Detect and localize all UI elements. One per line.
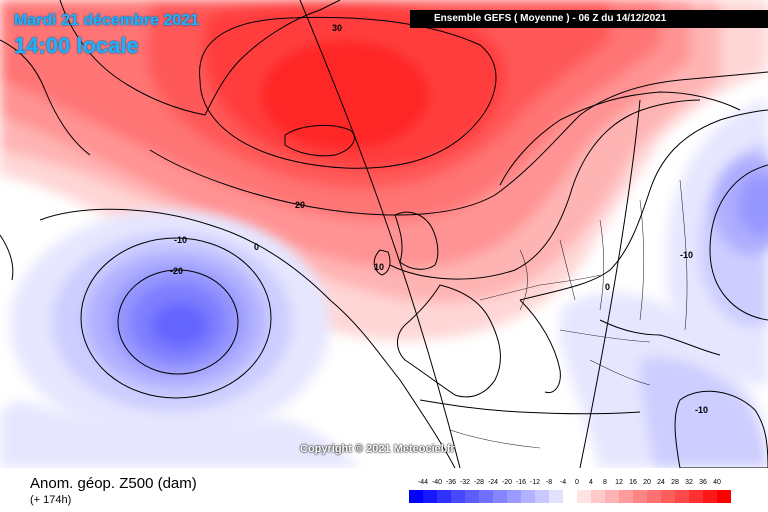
iberia-france-coast [397, 284, 501, 398]
scale-tick-label: -32 [459, 479, 471, 486]
scale-tick-label: -4 [559, 479, 567, 486]
canada-arctic-coast [0, 39, 91, 156]
contour-label-30: 30 [332, 23, 342, 33]
scale-tick-label: 12 [615, 479, 623, 486]
eastern-negative-anomaly [666, 100, 768, 385]
color-scale-ticks: -44 -40 -36 -32 -28 -24 -20 -16 -12 -8 -4 0 4 8 12 16 20… [409, 479, 749, 489]
scale-swatch [423, 490, 437, 503]
contour-20 [149, 71, 768, 216]
scale-tick-label: 8 [603, 479, 607, 486]
meridian-west [299, 0, 461, 468]
contour-10 [389, 99, 701, 280]
scale-swatch [535, 490, 549, 503]
scale-swatch [619, 490, 633, 503]
scale-swatch [479, 490, 493, 503]
scale-swatch [563, 490, 577, 503]
greenland-coast [59, 0, 341, 116]
scale-tick-label: 24 [657, 479, 665, 486]
scale-tick-label: -24 [487, 479, 499, 486]
scale-tick-label: 16 [629, 479, 637, 486]
scale-swatch [451, 490, 465, 503]
contour-0-east [519, 109, 768, 301]
scale-tick-label: -36 [445, 479, 457, 486]
scale-tick-label: 32 [685, 479, 693, 486]
contour-minus20-atlantic [117, 269, 239, 375]
contour-label-0-europe: 0 [605, 282, 610, 292]
ireland-coast [373, 249, 391, 276]
contour-label-group: 30 20 10 0 -10 -20 -10 -10 0 [170, 23, 708, 415]
scale-swatch [633, 490, 647, 503]
scale-swatch [465, 490, 479, 503]
scale-tick-label: -12 [529, 479, 541, 486]
forecast-date: Mardi 21 décembre 2021 [14, 12, 199, 29]
contour-label-minus10-southeast: -10 [695, 405, 708, 415]
scale-tick-label: 4 [589, 479, 593, 486]
color-scale-bar [409, 490, 731, 503]
north-africa-coast [419, 399, 641, 415]
labrador-coast [0, 234, 14, 281]
scale-swatch [689, 490, 703, 503]
copyright-notice: Copyright © 2021 Meteociel.fr [300, 443, 455, 455]
scale-swatch [703, 490, 717, 503]
italy-coast [519, 299, 561, 394]
scandinavia-coast [499, 91, 741, 186]
lead-time-label: (+ 174h) [30, 494, 72, 506]
scale-tick-label: 40 [713, 479, 721, 486]
model-run-header: Ensemble GEFS ( Moyenne ) - 06 Z du 14/1… [410, 10, 768, 28]
meridian-east [579, 99, 641, 468]
contour-label-0: 0 [254, 242, 259, 252]
variable-label: Anom. géop. Z500 (dam) [30, 475, 197, 492]
scale-swatch [493, 490, 507, 503]
meridians [299, 0, 641, 468]
scale-swatch [521, 490, 535, 503]
contour-label-minus20-atlantic: -20 [170, 266, 183, 276]
scale-swatch [605, 490, 619, 503]
scale-swatch [409, 490, 423, 503]
contour-lines [39, 16, 768, 468]
atlantic-negative-anomaly [10, 210, 330, 440]
scale-swatch [591, 490, 605, 503]
map-canvas: 30 20 10 0 -10 -20 -10 -10 0 [0, 0, 768, 468]
scale-swatch [675, 490, 689, 503]
contour-label-20: 20 [295, 200, 305, 210]
britain-coast [394, 211, 439, 270]
contour-label-minus10-atlantic: -10 [174, 235, 187, 245]
contour-minus10-atlantic [80, 237, 272, 399]
scale-tick-label: -20 [501, 479, 513, 486]
contour-label-10: 10 [374, 262, 384, 272]
scale-swatch [549, 490, 563, 503]
scale-tick-label: 36 [699, 479, 707, 486]
contour-label-minus10-east: -10 [680, 250, 693, 260]
scale-swatch [661, 490, 675, 503]
scale-tick-label: 28 [671, 479, 679, 486]
scale-swatch [437, 490, 451, 503]
southeast-negative-anomaly [560, 292, 768, 468]
anomaly-map: 30 20 10 0 -10 -20 -10 -10 0 [0, 0, 768, 468]
scale-swatch [647, 490, 661, 503]
contour-0-west [39, 208, 456, 468]
scale-swatch [577, 490, 591, 503]
black-sea-coast [599, 319, 721, 356]
scale-tick-label: 20 [643, 479, 651, 486]
contour-minus10-southeast [674, 390, 768, 468]
legend-area: Anom. géop. Z500 (dam) (+ 174h) -44 -40 -3… [0, 468, 768, 512]
scale-swatch [717, 490, 731, 503]
subtropical-negative-anomaly [0, 400, 360, 468]
forecast-local-time: 14:00 locale [14, 33, 139, 58]
scale-tick-label: 0 [575, 479, 579, 486]
scale-swatch [507, 490, 521, 503]
contour-30 [199, 16, 497, 169]
scale-tick-label: -16 [515, 479, 527, 486]
scale-tick-label: -40 [431, 479, 443, 486]
coastlines [0, 0, 741, 415]
scale-tick-label: -28 [473, 479, 485, 486]
scale-tick-label: -8 [545, 479, 553, 486]
iceland-coast [284, 125, 355, 157]
contour-minus10-east [709, 164, 768, 321]
scale-tick-label: -44 [417, 479, 429, 486]
